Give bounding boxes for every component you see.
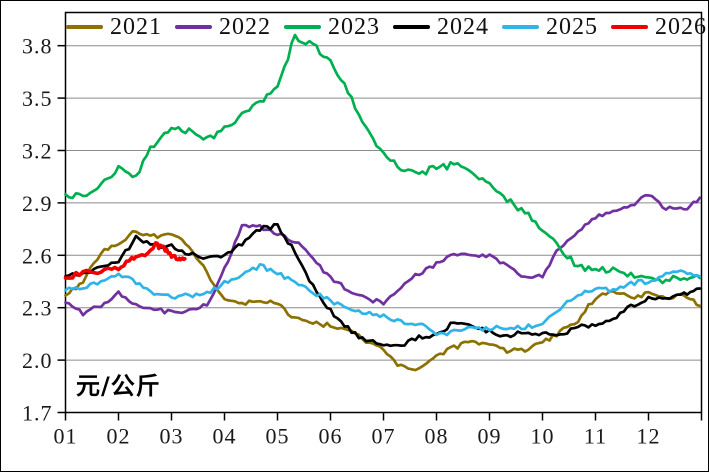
legend-swatch-2024 <box>393 25 430 29</box>
series-line-2022 <box>64 194 702 317</box>
legend-label: 2022 <box>219 14 271 40</box>
y-tick-label: 2.6 <box>22 243 53 268</box>
legend-item-2025: 2025 <box>502 15 598 39</box>
legend-swatch-2023 <box>284 25 321 29</box>
x-tick-label: 01 <box>54 424 78 449</box>
y-tick-label: 2.9 <box>22 191 53 216</box>
y-tick-label: 2.0 <box>22 348 53 373</box>
x-tick-label: 06 <box>319 424 343 449</box>
y-tick-label: 1.7 <box>22 401 53 426</box>
x-tick-label: 03 <box>160 424 184 449</box>
legend-swatch-2022 <box>175 25 212 29</box>
series-line-2024 <box>64 222 702 348</box>
x-tick-label: 07 <box>372 424 396 449</box>
legend-swatch-2021 <box>66 25 103 29</box>
x-tick-label: 05 <box>266 424 290 449</box>
legend-swatch-2026 <box>611 25 648 29</box>
x-tick-label: 08 <box>425 424 449 449</box>
legend-label: 2026 <box>655 14 707 40</box>
x-tick-label: 04 <box>213 424 237 449</box>
legend-label: 2025 <box>546 14 598 40</box>
legend-label: 2024 <box>437 14 489 40</box>
x-tick-label: 10 <box>531 424 555 449</box>
y-tick-label: 3.5 <box>22 86 53 111</box>
legend-item-2021: 2021 <box>66 15 162 39</box>
legend-label: 2021 <box>110 14 162 40</box>
series-line-2023 <box>64 33 702 285</box>
series-line-2025 <box>64 262 702 337</box>
x-tick-label: 09 <box>478 424 502 449</box>
legend-item-2022: 2022 <box>175 15 271 39</box>
y-tick-label: 2.3 <box>22 296 53 321</box>
legend-item-2024: 2024 <box>393 15 489 39</box>
y-tick-label: 3.2 <box>22 138 53 163</box>
legend: 2021 2022 2023 2024 2025 2026 <box>66 13 707 41</box>
series-line-2026 <box>63 241 187 280</box>
y-tick-label: 3.8 <box>22 34 53 59</box>
unit-label: 元/公斤 <box>76 372 161 400</box>
legend-item-2023: 2023 <box>284 15 380 39</box>
x-tick-label: 12 <box>637 424 661 449</box>
legend-item-2026: 2026 <box>611 15 707 39</box>
x-tick-label: 02 <box>107 424 131 449</box>
legend-swatch-2025 <box>502 25 539 29</box>
x-tick-label: 11 <box>584 424 607 449</box>
series-line-2021 <box>64 230 702 372</box>
legend-label: 2023 <box>328 14 380 40</box>
